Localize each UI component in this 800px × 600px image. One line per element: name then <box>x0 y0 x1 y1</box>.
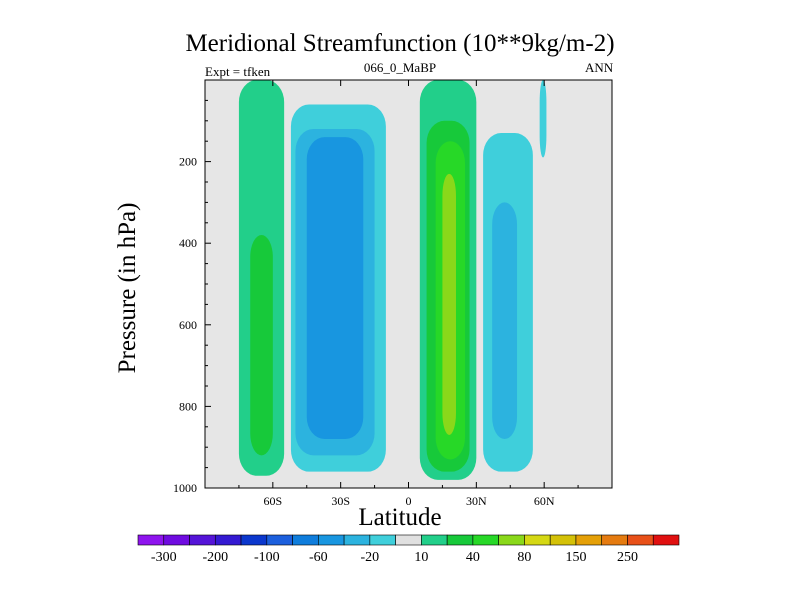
y-tick-label: 200 <box>179 155 197 169</box>
x-tick-label: 30S <box>331 494 350 508</box>
colorbar-swatch <box>292 534 319 546</box>
axes: 200 400 600 800 1000 60S 30S 0 30N 60N <box>173 80 579 508</box>
x-tick-label: 60S <box>263 494 282 508</box>
colorbar-swatch <box>524 534 551 546</box>
colorbar-swatch <box>214 534 242 546</box>
colorbar-swatch <box>395 534 422 546</box>
y-tick-label: 600 <box>179 318 197 332</box>
colorbar-swatch <box>652 534 680 546</box>
x-tick-label: 60N <box>534 494 555 508</box>
contour-sh-ferrel-core <box>250 235 273 456</box>
contour-nh-ferrel-core <box>492 202 518 440</box>
contour-nh-polar-cell <box>539 80 547 158</box>
colorbar-label: 150 <box>565 550 586 565</box>
chart-title: Meridional Streamfunction (10**9kg/m-2) <box>185 30 615 57</box>
colorbar-swatch <box>189 534 216 546</box>
colorbar-swatch <box>369 534 396 546</box>
colorbar-swatch <box>549 534 577 546</box>
colorbar-swatch <box>472 534 499 546</box>
right-subtitle: ANN <box>585 60 614 75</box>
colorbar-swatch <box>266 534 293 546</box>
y-tick-label: 400 <box>179 236 197 250</box>
colorbar-swatch <box>627 534 654 546</box>
colorbar-swatch <box>318 534 345 546</box>
x-axis-label: Latitude <box>358 504 442 531</box>
colorbar-swatch <box>137 534 165 546</box>
contour-nh-hadley-core <box>442 173 456 435</box>
colorbar-label: -60 <box>309 550 328 565</box>
colorbar-swatch <box>343 534 371 546</box>
center-subtitle: 066_0_MaBP <box>363 60 437 75</box>
x-tick-label: 30N <box>466 494 487 508</box>
colorbar-label: -300 <box>151 550 177 565</box>
left-subtitle: Expt = tfken <box>205 64 271 79</box>
colorbar-label: 10 <box>414 550 428 565</box>
contour-sh-hadley-core <box>306 137 364 440</box>
colorbar-label: -100 <box>254 550 280 565</box>
contour-regions <box>238 80 547 480</box>
colorbar-swatch <box>421 534 448 546</box>
colorbar-swatch <box>446 534 474 546</box>
colorbar-label: -200 <box>202 550 228 565</box>
colorbar-swatch <box>601 534 628 546</box>
colorbar-label: 80 <box>517 550 531 565</box>
colorbar-swatch <box>498 534 525 546</box>
colorbar-label: 40 <box>466 550 480 565</box>
colorbar-label: 250 <box>617 550 638 565</box>
colorbar-swatch <box>240 534 268 546</box>
y-tick-label: 800 <box>179 399 197 413</box>
colorbar-swatch <box>575 534 603 546</box>
colorbar: -300 -200 -100 -60 -20 10 40 80 150 250 <box>137 534 680 565</box>
colorbar-label: -20 <box>361 550 380 565</box>
colorbar-swatch <box>163 534 190 546</box>
y-tick-label: 1000 <box>173 481 197 495</box>
x-tick-label: 0 <box>406 494 412 508</box>
